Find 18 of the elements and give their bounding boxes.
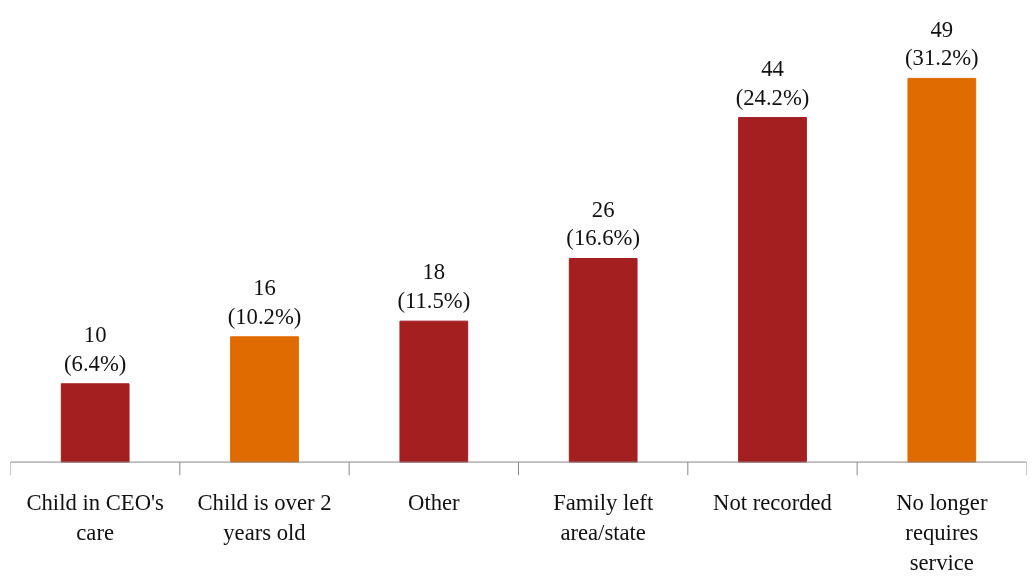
x-tick-label: Not recorded xyxy=(713,489,833,515)
data-label: 18 (11.5%) xyxy=(397,259,471,314)
bar xyxy=(738,117,807,463)
x-tick-label: Child is over 2 years old xyxy=(197,489,332,545)
bar xyxy=(568,257,638,463)
data-label: 26 (16.6%) xyxy=(566,196,640,251)
x-tick-label: Child in CEO's care xyxy=(26,489,164,545)
x-tick-label: No longer requires service xyxy=(896,489,988,575)
bar xyxy=(399,320,469,463)
bar xyxy=(907,77,977,463)
bar xyxy=(230,336,299,463)
x-tick-label: Other xyxy=(408,489,461,515)
x-tick-label: Family left area/state xyxy=(553,489,654,545)
data-label: 44 (24.2%) xyxy=(735,55,810,110)
bar xyxy=(60,383,130,463)
data-label: 49 (31.2%) xyxy=(905,16,979,71)
data-label: 10 (6.4%) xyxy=(64,322,127,376)
data-label: 16 (10.2%) xyxy=(227,275,302,329)
